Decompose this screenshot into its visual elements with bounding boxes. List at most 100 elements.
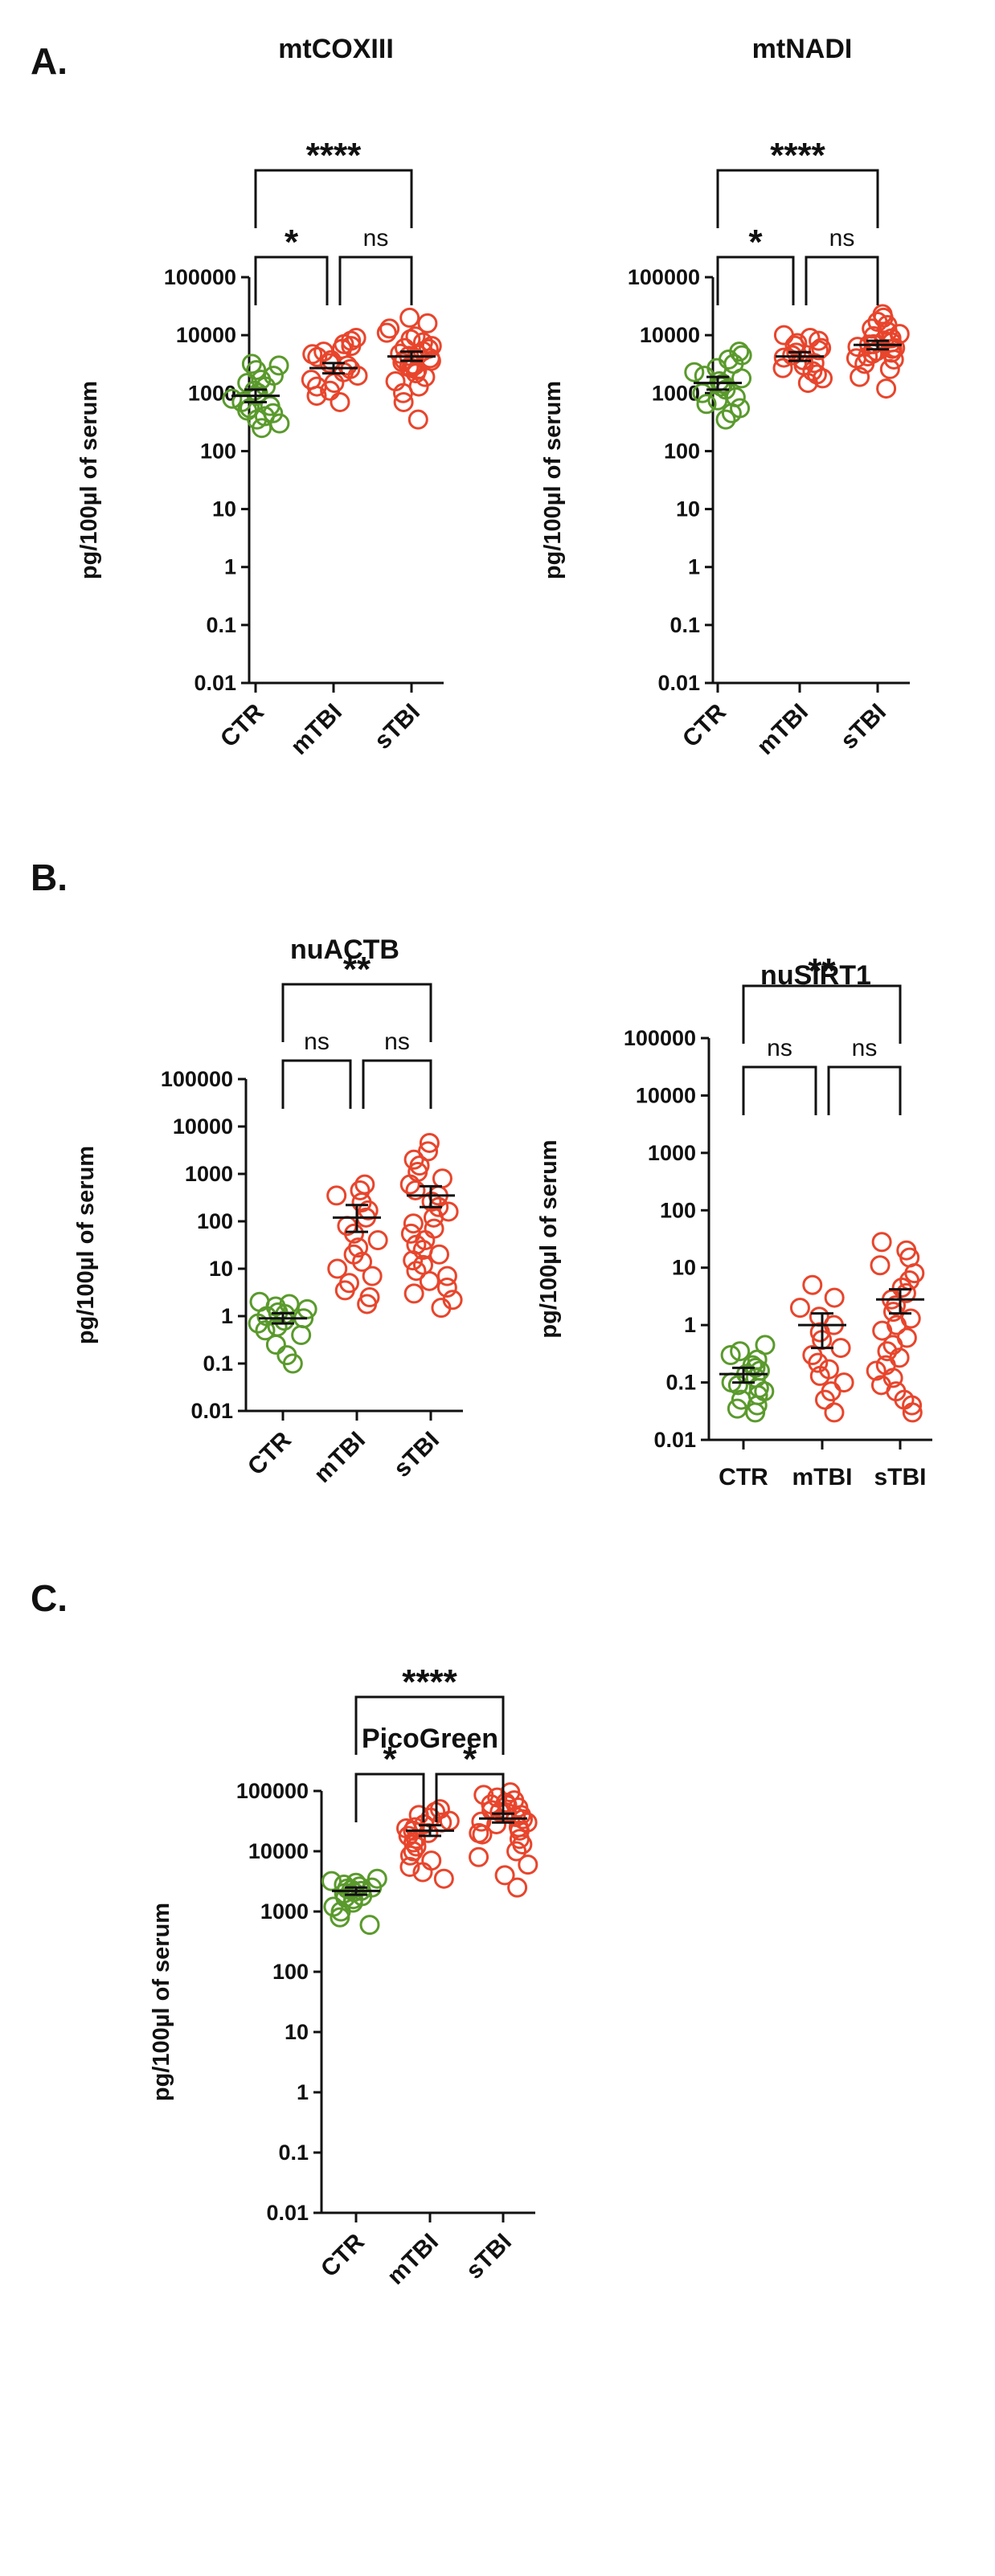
data-point [393, 391, 414, 412]
y-axis-label: pg/100µl of serum [73, 1146, 99, 1344]
data-point [506, 1841, 527, 1862]
data-point [469, 1822, 489, 1843]
y-tick-label: 1 [221, 1304, 233, 1328]
chart-title: mtNADI [752, 34, 853, 64]
data-point [260, 395, 280, 416]
category-label: mTBI [752, 699, 813, 760]
data-point [517, 1812, 538, 1833]
data-point [802, 1274, 823, 1295]
y-tick-label: 10 [676, 497, 700, 521]
significance-bracket [254, 169, 413, 228]
data-point [396, 1818, 417, 1838]
y-tick-label: 100 [660, 1198, 696, 1222]
significance-bracket [354, 1773, 425, 1822]
data-point [362, 1266, 383, 1286]
data-point [870, 1255, 891, 1276]
y-tick-label: 0.1 [665, 1371, 696, 1395]
data-point [696, 394, 717, 415]
y-tick-label: 1000 [185, 1162, 233, 1186]
data-point [321, 1871, 342, 1891]
data-point [436, 1277, 457, 1298]
significance-label: **** [770, 136, 825, 175]
chart-mtcoxiii: mtCOXIII 0.01 0.1 1 10 100 1000 10000 100000 pg/1… [76, 34, 444, 760]
data-point [729, 341, 750, 362]
data-point [338, 1273, 359, 1294]
data-point [871, 1232, 892, 1253]
panel-letter-a: A. [31, 40, 68, 82]
data-point [772, 358, 793, 378]
category-label: CTR [243, 1426, 297, 1480]
data-point [809, 330, 829, 351]
data-point [862, 318, 882, 339]
data-point [399, 1856, 420, 1877]
data-point [407, 409, 428, 430]
panel-letter-b: B. [31, 857, 68, 898]
y-tick-label: 100 [664, 439, 700, 463]
significance-bracket [742, 984, 902, 1044]
data-point [429, 1799, 450, 1820]
data-point [486, 1813, 507, 1834]
data-point [359, 1915, 380, 1936]
data-point [418, 1141, 439, 1162]
data-point [432, 1168, 452, 1189]
data-point [222, 388, 243, 409]
data-point [403, 1213, 424, 1234]
data-point [302, 344, 323, 365]
data-point [720, 1344, 741, 1365]
chart-title: nuACTB [290, 934, 399, 965]
data-point [494, 1865, 515, 1886]
data-point [424, 1218, 444, 1239]
y-tick-label: 10000 [640, 323, 700, 347]
y-tick-label: 0.1 [203, 1351, 233, 1376]
significance-bracket [281, 983, 432, 1042]
data-point [784, 335, 805, 356]
data-point [367, 1229, 388, 1250]
significance-label: ns [304, 1028, 330, 1055]
data-point [469, 1846, 489, 1867]
data-point [348, 1237, 369, 1258]
data-point [730, 1341, 751, 1362]
y-tick-label: 100 [200, 439, 236, 463]
y-tick-label: 10 [209, 1257, 233, 1281]
data-point [379, 318, 400, 339]
y-tick-label: 1000 [188, 381, 236, 405]
data-point [876, 378, 897, 399]
y-tick-label: 10000 [636, 1083, 696, 1107]
significance-label: ns [829, 225, 855, 251]
data-point [509, 1829, 530, 1850]
y-tick-label: 1 [297, 2080, 309, 2104]
data-point [330, 391, 350, 412]
significance-bracket [716, 169, 879, 228]
significance-label: ns [384, 1028, 410, 1055]
data-point [438, 1201, 459, 1222]
significance-label: **** [306, 136, 362, 175]
data-point [846, 348, 866, 369]
data-point [727, 1398, 747, 1419]
charts-layer: mtCOXIII 0.01 0.1 1 10 100 1000 10000 100000 pg/1… [73, 34, 932, 2290]
y-tick-label: 100000 [624, 1026, 696, 1050]
data-point [896, 1240, 917, 1261]
data-point [684, 362, 705, 382]
significance-label: ** [343, 950, 371, 989]
y-tick-label: 0.01 [657, 671, 700, 695]
category-label: sTBI [836, 699, 891, 754]
data-point [900, 1308, 921, 1329]
y-tick-label: 0.1 [669, 613, 700, 637]
y-tick-label: 0.1 [206, 613, 236, 637]
y-tick-label: 100 [272, 1960, 309, 1984]
data-point [346, 327, 366, 348]
data-point [412, 1254, 433, 1275]
y-tick-label: 0.01 [266, 2201, 309, 2225]
data-point [789, 1298, 810, 1319]
data-point [419, 1132, 440, 1153]
data-point [518, 1854, 538, 1875]
category-label: CTR [316, 2228, 370, 2282]
category-label: CTR [719, 1464, 768, 1490]
data-point [417, 313, 438, 333]
chart-mtnadi: mtNADI 0.01 0.1 1 10 100 1000 10000 100000 pg/100… [540, 34, 910, 760]
category-label: sTBI [461, 2229, 517, 2284]
significance-bracket [338, 256, 413, 305]
data-point [833, 1372, 854, 1393]
significance-bracket [354, 1695, 505, 1755]
